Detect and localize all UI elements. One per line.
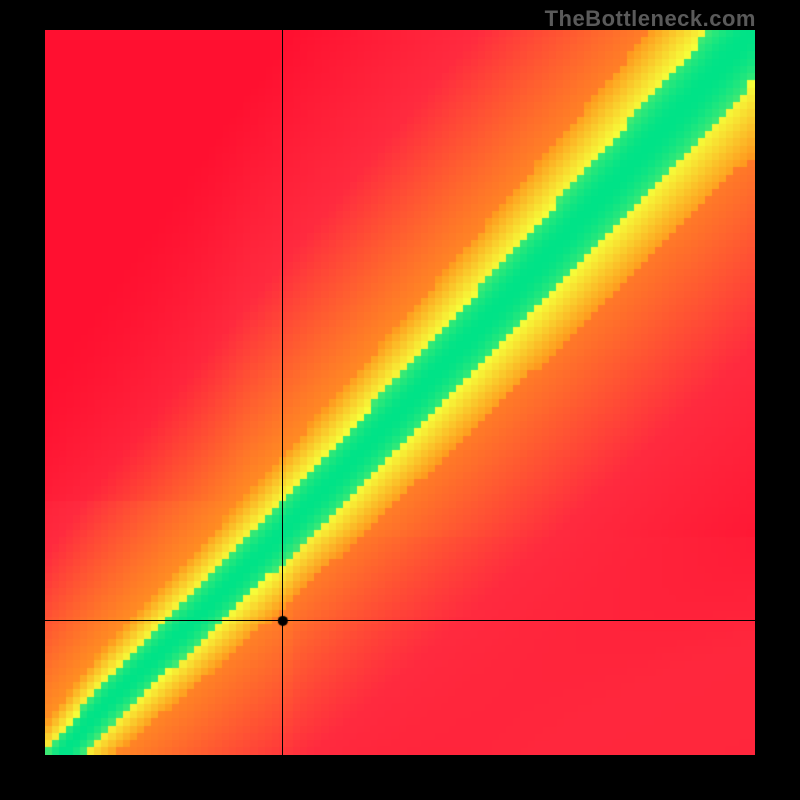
- watermark-text: TheBottleneck.com: [545, 6, 756, 32]
- crosshair-marker: [45, 30, 755, 755]
- heatmap-plot: [45, 30, 755, 755]
